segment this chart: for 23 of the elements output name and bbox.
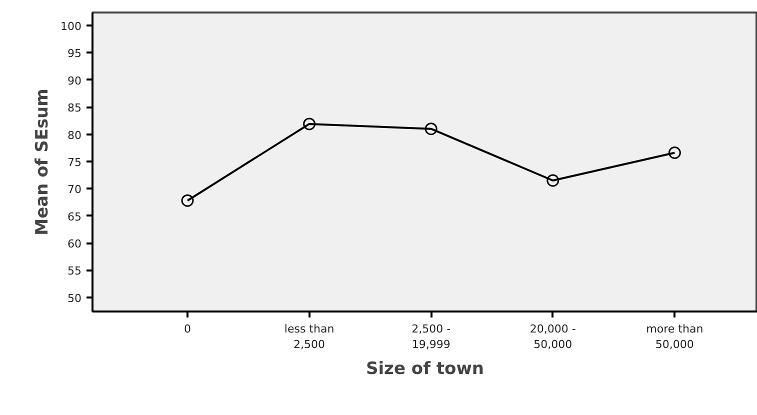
x-tick-label: 0: [184, 322, 191, 336]
y-tick-label: 95: [68, 47, 82, 60]
y-tick-label: 80: [68, 128, 82, 142]
y-tick-label: 85: [68, 102, 82, 115]
point: [668, 146, 681, 159]
y-tick-label: 50: [68, 292, 82, 305]
y-tick-label: 55: [68, 264, 82, 278]
x-tick-label: more than 50,000: [646, 322, 704, 352]
point: [424, 122, 438, 136]
y-tick-label: 75: [68, 156, 82, 169]
x-tick-label: less than 2,500: [284, 322, 334, 352]
x-axis-title: Size of town: [366, 359, 484, 380]
x-tick-label: 2,500 - 19,999: [412, 322, 451, 352]
y-tick-label: 90: [68, 74, 82, 88]
point: [303, 118, 316, 130]
point: [181, 194, 194, 207]
y-tick-label: 65: [68, 210, 82, 224]
y-axis-title: Mean of SEsum: [32, 88, 53, 236]
point: [546, 174, 560, 187]
y-tick-label: 60: [68, 238, 82, 250]
x-tick-label: 20,000 - 50,000: [530, 322, 576, 352]
y-tick-label: 100: [60, 20, 82, 34]
y-tick-label: 70: [68, 183, 82, 196]
